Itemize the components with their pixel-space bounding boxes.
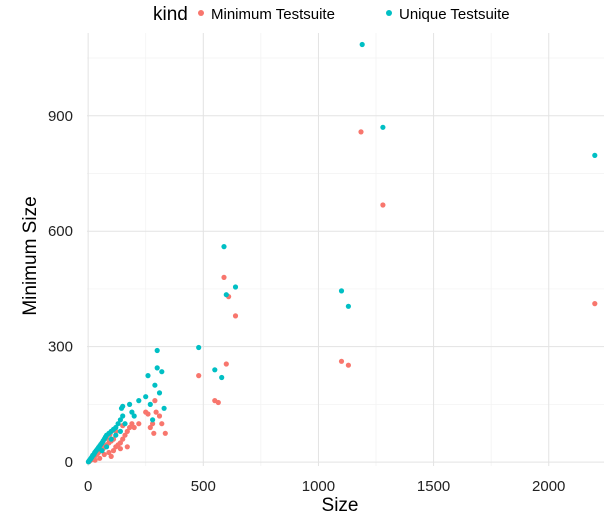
point-minimum-testsuite	[162, 430, 168, 436]
legend-key-minimum-testsuite	[198, 10, 204, 16]
point-unique-testsuite	[338, 288, 345, 294]
point-minimum-testsuite	[153, 409, 159, 415]
point-unique-testsuite	[154, 365, 160, 371]
point-unique-testsuite	[147, 401, 153, 407]
point-unique-testsuite	[122, 421, 128, 427]
point-unique-testsuite	[221, 244, 227, 250]
point-unique-testsuite	[154, 347, 160, 354]
point-minimum-testsuite	[101, 451, 107, 458]
point-minimum-testsuite	[117, 440, 123, 446]
point-unique-testsuite	[129, 409, 135, 415]
point-unique-testsuite	[152, 382, 158, 388]
point-minimum-testsuite	[380, 202, 386, 208]
point-unique-testsuite	[212, 367, 218, 373]
point-minimum-testsuite	[150, 421, 156, 427]
point-minimum-testsuite	[124, 444, 130, 450]
point-unique-testsuite	[115, 421, 121, 427]
point-minimum-testsuite	[147, 424, 153, 431]
point-minimum-testsuite	[232, 313, 239, 319]
point-unique-testsuite	[196, 344, 202, 351]
point-unique-testsuite	[136, 398, 142, 404]
point-unique-testsuite	[219, 374, 225, 381]
point-unique-testsuite	[120, 403, 126, 409]
point-minimum-testsuite	[345, 362, 351, 368]
point-minimum-testsuite	[223, 361, 229, 367]
point-unique-testsuite	[223, 292, 229, 298]
point-minimum-testsuite	[221, 274, 227, 280]
point-minimum-testsuite	[120, 436, 126, 442]
point-minimum-testsuite	[196, 373, 202, 379]
point-minimum-testsuite	[145, 411, 151, 417]
point-unique-testsuite	[120, 413, 126, 419]
point-minimum-testsuite	[127, 424, 133, 431]
point-unique-testsuite	[117, 428, 123, 434]
point-minimum-testsuite	[117, 446, 123, 452]
point-unique-testsuite	[592, 152, 598, 158]
point-minimum-testsuite	[136, 421, 142, 427]
point-minimum-testsuite	[152, 398, 158, 404]
point-minimum-testsuite	[159, 421, 165, 427]
point-minimum-testsuite	[106, 449, 112, 456]
point-unique-testsuite	[117, 417, 123, 423]
point-unique-testsuite	[145, 373, 151, 379]
x-tick-label: 1500	[417, 478, 450, 495]
point-minimum-testsuite	[124, 428, 130, 434]
point-unique-testsuite	[380, 124, 386, 130]
legend-title: kind	[153, 4, 188, 25]
point-unique-testsuite	[108, 436, 114, 442]
point-unique-testsuite	[150, 417, 156, 423]
point-unique-testsuite	[345, 303, 351, 309]
axis-layer: Size Minimum Size 0 500 1000 1500 2000 0 300 60…	[20, 108, 565, 516]
point-minimum-testsuite	[122, 432, 128, 438]
point-minimum-testsuite	[97, 455, 103, 461]
point-unique-testsuite	[113, 432, 119, 438]
point-minimum-testsuite	[92, 457, 98, 463]
point-unique-testsuite	[113, 424, 119, 431]
points-layer	[85, 41, 598, 465]
legend-label-minimum-testsuite: Minimum Testsuite	[211, 6, 335, 23]
point-minimum-testsuite	[338, 358, 345, 364]
point-unique-testsuite	[143, 394, 149, 400]
point-unique-testsuite	[131, 413, 137, 419]
y-tick-label: 900	[48, 108, 73, 125]
point-unique-testsuite	[127, 401, 133, 407]
point-minimum-testsuite	[129, 421, 135, 427]
point-unique-testsuite	[359, 41, 365, 48]
x-axis-title: Size	[322, 495, 359, 516]
y-axis-title: Minimum Size	[20, 196, 41, 315]
point-minimum-testsuite	[151, 430, 157, 436]
point-minimum-testsuite	[592, 301, 598, 307]
point-unique-testsuite	[159, 369, 165, 375]
point-minimum-testsuite	[156, 413, 163, 419]
x-tick-label: 2000	[532, 478, 565, 495]
legend-label-unique-testsuite: Unique Testsuite	[399, 6, 510, 23]
y-tick-label: 300	[48, 339, 73, 356]
point-unique-testsuite	[232, 284, 239, 290]
point-unique-testsuite	[99, 448, 105, 454]
x-tick-label: 500	[191, 478, 216, 495]
legend: kind Minimum Testsuite Unique Testsuite	[153, 4, 510, 25]
x-tick-label: 0	[84, 478, 92, 495]
grid-layer	[87, 33, 604, 466]
point-minimum-testsuite	[215, 399, 221, 406]
point-minimum-testsuite	[108, 453, 114, 459]
point-minimum-testsuite	[110, 448, 117, 454]
y-tick-label: 600	[48, 223, 73, 240]
point-minimum-testsuite	[358, 129, 364, 135]
legend-key-unique-testsuite	[386, 10, 392, 16]
y-tick-label: 0	[65, 454, 73, 471]
point-unique-testsuite	[156, 390, 163, 396]
x-tick-label: 1000	[302, 478, 335, 495]
point-minimum-testsuite	[131, 424, 137, 431]
point-unique-testsuite	[161, 405, 167, 411]
point-unique-testsuite	[104, 444, 110, 450]
